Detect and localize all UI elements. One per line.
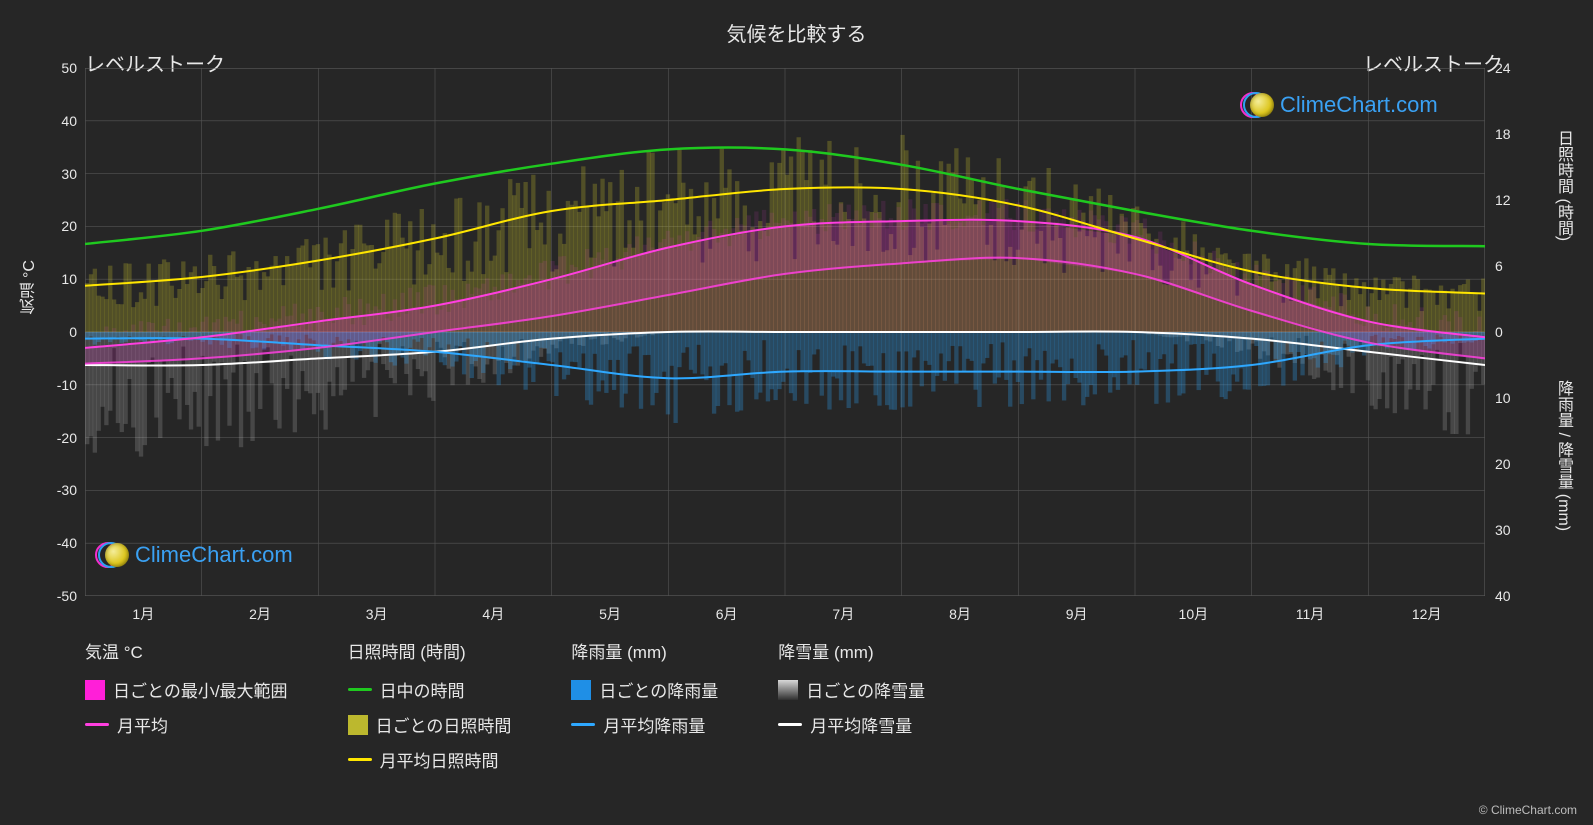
axis-tick: -20: [57, 430, 77, 446]
axis-tick: 11月: [1296, 604, 1325, 624]
legend-group-title: 降雨量 (mm): [571, 638, 718, 663]
legend-swatch: [85, 723, 109, 726]
legend-group: 降雨量 (mm) 日ごとの降雨量月平均降雨量: [571, 638, 718, 772]
axis-tick: 20: [1495, 456, 1511, 472]
axis-tick: 6月: [716, 604, 738, 624]
legend-group-title: 降雪量 (mm): [778, 638, 925, 663]
legend-item: 日中の時間: [348, 677, 512, 702]
y-axis-left-label: 気温 °C: [18, 260, 42, 314]
axis-tick: 50: [61, 60, 77, 76]
legend-swatch: [348, 758, 372, 761]
axis-tick: 0: [1495, 324, 1503, 340]
axis-tick: 30: [1495, 522, 1511, 538]
axis-tick: 10: [1495, 390, 1511, 406]
legend-swatch: [348, 715, 368, 735]
legend-item: 日ごとの最小/最大範囲: [85, 677, 288, 702]
chart-title: 気候を比較する: [0, 18, 1593, 47]
legend-group-title: 気温 °C: [85, 638, 288, 663]
legend-group: 日照時間 (時間) 日中の時間日ごとの日照時間月平均日照時間: [348, 638, 512, 772]
legend-swatch: [778, 680, 798, 700]
legend-swatch: [571, 680, 591, 700]
legend-item: 日ごとの日照時間: [348, 712, 512, 737]
legend-group: 気温 °C 日ごとの最小/最大範囲月平均: [85, 638, 288, 772]
legend-item: 日ごとの降雪量: [778, 677, 925, 702]
legend-label: 日ごとの降雨量: [599, 677, 718, 702]
y-axis-right-label-sunshine: 日照時間 (時間): [1551, 130, 1575, 241]
legend-item: 月平均降雨量: [571, 712, 718, 737]
axis-tick: -30: [57, 482, 77, 498]
axis-tick: -40: [57, 535, 77, 551]
legend-swatch: [348, 688, 372, 691]
legend-item: 月平均日照時間: [348, 747, 512, 772]
axis-tick: 40: [61, 113, 77, 129]
legend-label: 月平均: [117, 712, 168, 737]
axis-tick: 30: [61, 166, 77, 182]
axis-tick: 7月: [832, 604, 854, 624]
legend-label: 月平均降雪量: [810, 712, 912, 737]
axis-tick: 5月: [599, 604, 621, 624]
legend-label: 月平均日照時間: [380, 747, 499, 772]
axis-tick: 8月: [949, 604, 971, 624]
legend-swatch: [571, 723, 595, 726]
axis-tick: -50: [57, 588, 77, 604]
legend-item: 月平均降雪量: [778, 712, 925, 737]
y-axis-right-label-precip: 降雨量 / 降雪量 (mm): [1551, 380, 1575, 531]
axis-tick: 4月: [482, 604, 504, 624]
axis-tick: 12月: [1412, 604, 1442, 624]
climate-chart-root: 気候を比較する レベルストーク レベルストーク 気温 °C 日照時間 (時間) …: [0, 0, 1593, 825]
credit-text: © ClimeChart.com: [1479, 803, 1577, 817]
axis-tick: 24: [1495, 60, 1511, 76]
axis-tick: -10: [57, 377, 77, 393]
axis-tick: 20: [61, 218, 77, 234]
axis-tick: 10: [61, 271, 77, 287]
legend-swatch: [85, 680, 105, 700]
axis-tick: 6: [1495, 258, 1503, 274]
axis-tick: 12: [1495, 192, 1511, 208]
legend-label: 日ごとの降雪量: [806, 677, 925, 702]
legend-group-title: 日照時間 (時間): [348, 638, 512, 663]
axis-tick: 9月: [1066, 604, 1088, 624]
legend-label: 日ごとの日照時間: [376, 712, 512, 737]
chart-legend: 気温 °C 日ごとの最小/最大範囲月平均 日照時間 (時間) 日中の時間日ごとの日照時…: [85, 638, 1553, 772]
legend-swatch: [778, 723, 802, 726]
legend-item: 月平均: [85, 712, 288, 737]
legend-item: 日ごとの降雨量: [571, 677, 718, 702]
axis-tick: 0: [69, 324, 77, 340]
axis-tick: 10月: [1179, 604, 1209, 624]
axis-tick: 3月: [366, 604, 388, 624]
legend-label: 日中の時間: [380, 677, 465, 702]
axis-tick: 40: [1495, 588, 1511, 604]
legend-group: 降雪量 (mm) 日ごとの降雪量月平均降雪量: [778, 638, 925, 772]
axis-tick: 1月: [132, 604, 154, 624]
axis-tick: 18: [1495, 126, 1511, 142]
legend-label: 日ごとの最小/最大範囲: [113, 677, 288, 702]
chart-plot-area: [85, 68, 1485, 596]
legend-label: 月平均降雨量: [603, 712, 705, 737]
axis-tick: 2月: [249, 604, 271, 624]
